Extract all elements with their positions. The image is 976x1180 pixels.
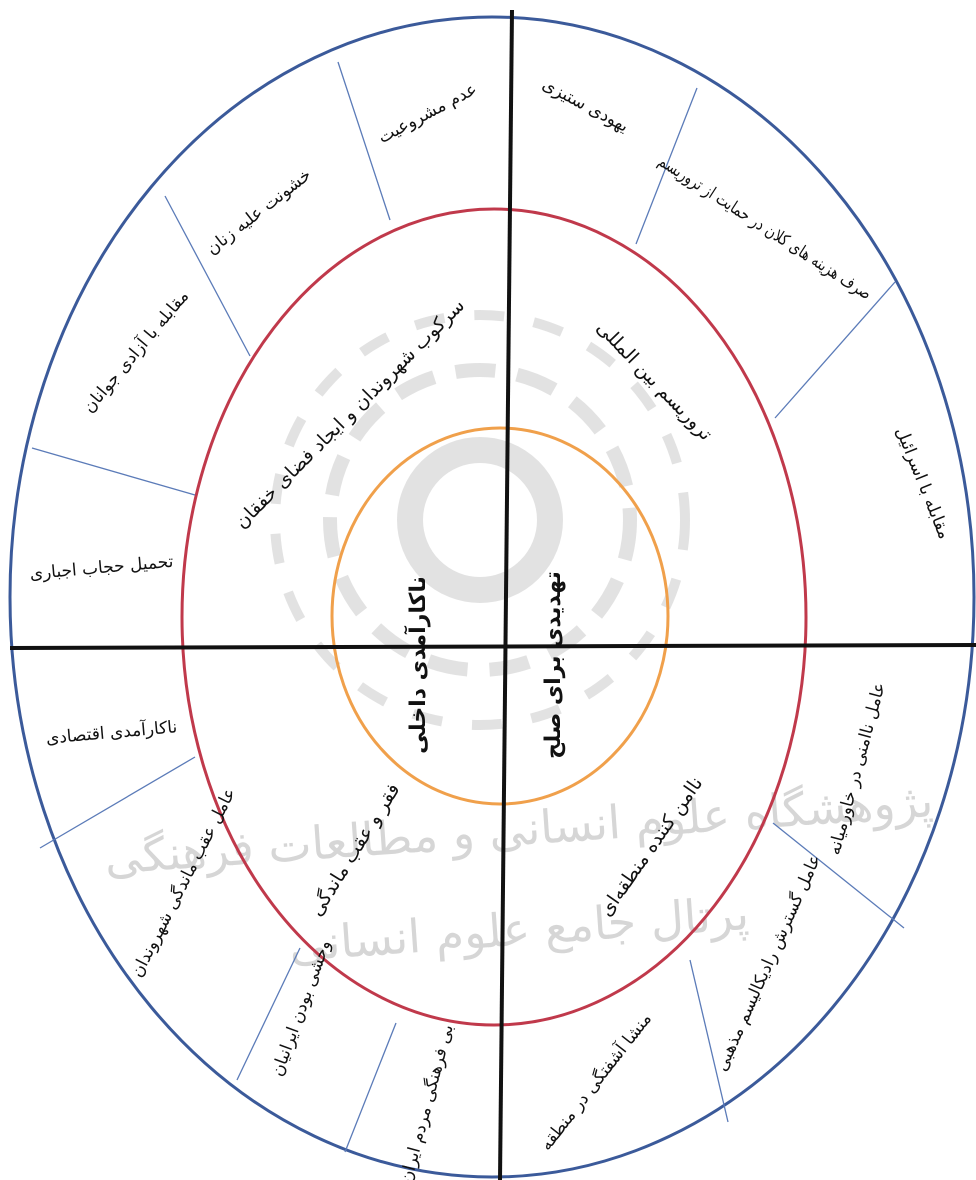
outer-label-confronting-israel: مقابله با اسرائیل bbox=[891, 424, 954, 542]
divider-line bbox=[772, 822, 905, 929]
outer-label-terror-funding: صرف هزینه های کلان در حمایت از تروریسم bbox=[654, 151, 875, 304]
middle-label-upper-left: سرکوب شهروندان و ایجاد فضای خفقان bbox=[230, 294, 469, 533]
divider-line bbox=[635, 87, 698, 245]
core-label-left: ناکارآمدی داخلی bbox=[403, 576, 431, 754]
vertical-axis bbox=[498, 9, 514, 1180]
outer-label-economic-inefficiency: ناکارآمدی اقتصادی bbox=[45, 715, 178, 748]
watermark-line-2: پرتال جامع علوم انسانی bbox=[287, 886, 750, 973]
divider-line bbox=[337, 61, 391, 221]
outer-label-youth-freedom: مقابله با آزادی جوانان bbox=[78, 285, 193, 417]
outer-label-antisemitism: یهودی ستیزی bbox=[539, 74, 632, 136]
divider-line bbox=[689, 959, 729, 1123]
middle-label-upper-right: تروریسم بین المللی bbox=[592, 317, 717, 445]
outer-label-violence-against-women: خشونت علیه زنان bbox=[203, 165, 316, 259]
divider-line bbox=[344, 1022, 397, 1153]
middle-ring bbox=[180, 207, 808, 1027]
core-label-right: تهدیدی برای صلح bbox=[541, 571, 566, 759]
outer-label-citizen-backwardness: عامل عقب ماندگی شهروندان bbox=[126, 784, 240, 980]
divider-line bbox=[31, 447, 196, 496]
divider-line bbox=[164, 195, 251, 357]
divider-line bbox=[236, 947, 301, 1081]
outer-label-illegitimacy: عدم مشروعیت bbox=[375, 79, 480, 148]
watermark-ornament bbox=[270, 310, 690, 730]
outer-dividers bbox=[31, 61, 905, 1153]
outer-ring bbox=[8, 15, 976, 1179]
divider-line bbox=[774, 281, 896, 419]
inner-ring bbox=[330, 426, 670, 806]
horizontal-axis bbox=[9, 643, 976, 650]
outer-label-compulsory-hijab: تحمیل حجاب اجباری bbox=[29, 552, 175, 585]
outer-label-regional-turmoil: منشا آشفتگی در منطقه bbox=[535, 1008, 656, 1155]
divider-line bbox=[39, 756, 196, 849]
outer-label-terror-funding-text: صرف هزینه های کلان در حمایت از تروریسم bbox=[654, 151, 875, 304]
outer-label-lack-of-culture: بی فرهنگی مردم ایران bbox=[395, 1022, 457, 1180]
